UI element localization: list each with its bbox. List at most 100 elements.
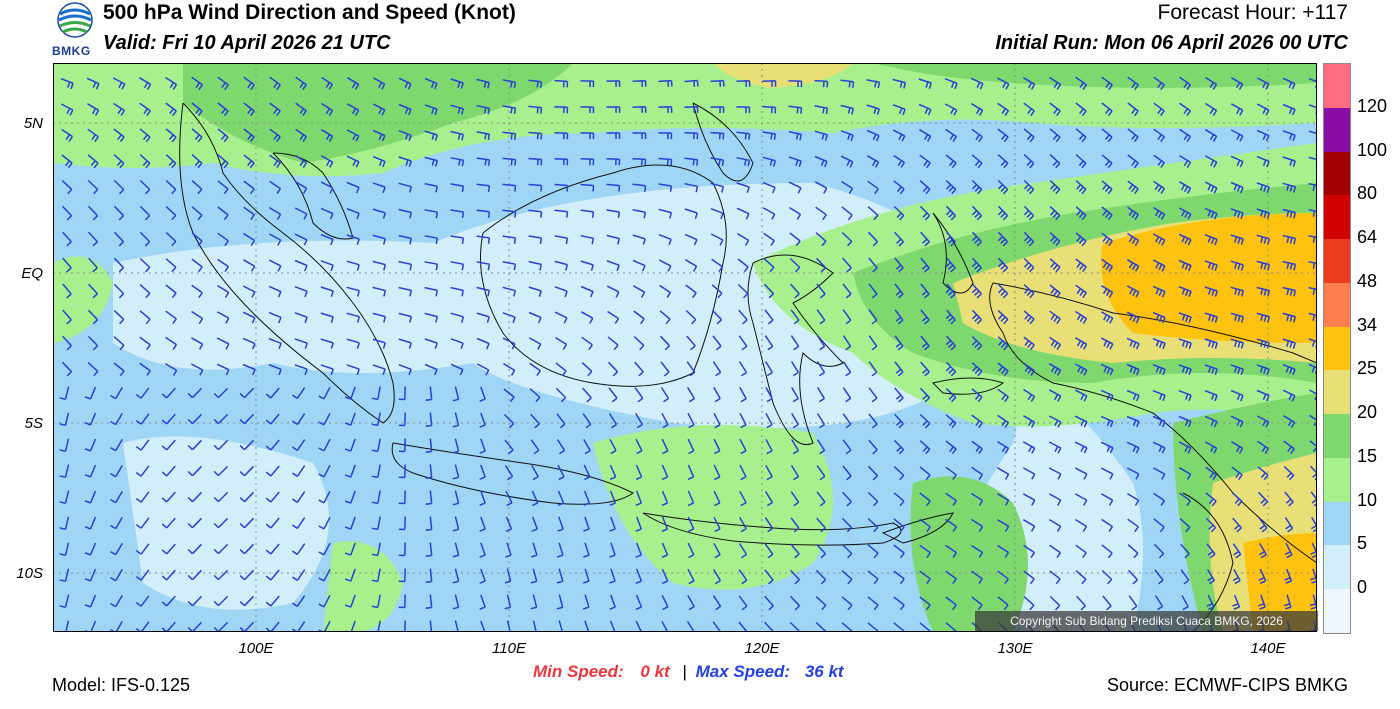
wind-barb [606, 234, 621, 245]
wind-barb [135, 413, 150, 425]
wind-barb [135, 543, 150, 555]
wind-barb [268, 311, 282, 324]
wind-barb [528, 260, 543, 271]
wind-barb [945, 414, 957, 429]
wind-barb [344, 490, 356, 504]
wind-barb [1310, 517, 1317, 533]
wind-barb [1126, 415, 1140, 428]
wind-barb [867, 465, 879, 481]
wind-barb [87, 362, 99, 377]
wind-barb [398, 386, 406, 401]
wind-barb [191, 128, 203, 143]
wind-barb [580, 285, 594, 298]
wind-barb [191, 76, 204, 91]
wind-barb [265, 439, 280, 451]
wind-barb [161, 517, 176, 529]
wind-barb [371, 516, 381, 531]
wind-barb [291, 543, 306, 556]
wind-barb [424, 209, 439, 219]
wind-barb [687, 542, 695, 559]
wind-barb [87, 128, 99, 143]
wind-barb [135, 465, 150, 477]
wind-barb [919, 570, 931, 585]
wind-barb [1152, 389, 1166, 402]
wind-barb [788, 156, 802, 168]
wind-barb [893, 154, 906, 168]
wind-barb [764, 491, 774, 507]
wind-barb [479, 542, 486, 558]
wind-barb [398, 129, 412, 142]
wind-barb [265, 465, 280, 477]
wind-barb [291, 595, 306, 608]
wind-barb [580, 183, 595, 192]
wind-barb [554, 286, 568, 298]
wind-barb [243, 180, 255, 195]
wind-barb [505, 516, 513, 532]
wind-barb [529, 388, 541, 403]
wind-barb [502, 209, 517, 218]
wind-barb [842, 361, 852, 377]
wind-barb [1153, 102, 1165, 117]
wind-barb [1179, 128, 1192, 143]
wind-barb [1282, 338, 1296, 349]
wind-barb [1126, 467, 1140, 480]
wind-barb [1023, 154, 1035, 169]
wind-barb [424, 312, 439, 323]
wind-barb [1048, 493, 1062, 506]
wind-barb [476, 104, 491, 115]
wind-barb [971, 257, 982, 273]
wind-barb [139, 362, 151, 377]
wind-barb [1204, 415, 1218, 428]
wind-barb [710, 233, 724, 246]
wind-barb [346, 129, 360, 142]
wind-barb [84, 516, 97, 530]
wind-barb [867, 231, 879, 247]
wind-barb [1179, 467, 1192, 480]
wind-barb [608, 387, 618, 403]
wind-barb [291, 413, 306, 426]
wind-barb [580, 158, 595, 166]
wind-barb [945, 361, 957, 377]
wind-barb [1127, 544, 1139, 559]
wind-barb [1023, 596, 1035, 611]
wind-barb [187, 439, 203, 451]
wind-barb [1049, 76, 1062, 90]
wind-barb [528, 209, 543, 218]
wind-barb [737, 232, 750, 246]
wind-barb [788, 130, 803, 141]
wind-barb [1126, 285, 1140, 298]
wind-barb [1049, 595, 1061, 611]
wind-barb [919, 466, 931, 481]
wind-barb [686, 621, 696, 632]
wind-barb [762, 131, 777, 141]
wind-barb [635, 516, 643, 532]
wind-barb [191, 310, 204, 324]
wind-barb [161, 569, 176, 581]
wind-barb [684, 208, 698, 219]
wind-barb [1256, 208, 1270, 219]
wind-barb [920, 361, 930, 377]
wind-barb [318, 490, 331, 504]
wind-barb [59, 490, 70, 505]
wind-barb [1153, 543, 1165, 559]
wind-barb [529, 362, 541, 377]
wind-barb [450, 157, 465, 167]
wind-barb [1230, 103, 1244, 116]
wind-barb [920, 335, 930, 351]
wind-barb [424, 286, 439, 297]
wind-barb [528, 337, 542, 350]
wind-barb [632, 234, 646, 245]
wind-barb [530, 568, 538, 584]
wind-barb [635, 490, 643, 506]
wind-barb [712, 621, 722, 632]
wind-barb [504, 568, 512, 584]
wind-barb [868, 413, 878, 429]
wind-barb [1023, 231, 1035, 247]
wind-barb [580, 132, 595, 140]
wind-barb [269, 128, 281, 143]
wind-barb [687, 438, 695, 455]
wind-barb [479, 412, 486, 428]
wind-barb [1231, 77, 1244, 90]
wind-barb [502, 337, 516, 350]
wind-barb [113, 154, 125, 169]
